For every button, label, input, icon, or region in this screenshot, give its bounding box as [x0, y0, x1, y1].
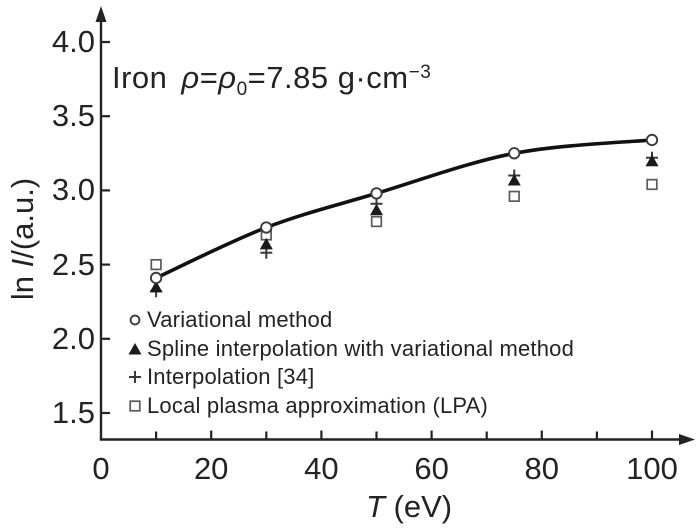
filled-triangle-glyph [128, 342, 142, 355]
fit-curve [154, 138, 654, 280]
data-point-filled-triangle [507, 174, 521, 186]
legend-row-spline: Spline interpolation with variational me… [123, 335, 574, 364]
data-point-open-circle [149, 271, 163, 285]
y-tick-label: 3.0 [51, 172, 95, 208]
y-tick-label: 4.0 [51, 24, 95, 59]
y-axis-arrow [95, 6, 107, 22]
x-axis-title: T (eV) [366, 489, 452, 525]
x-tick-label: 20 [193, 451, 229, 486]
x-tick-label: 60 [414, 451, 449, 486]
data-point-open-circle [260, 221, 273, 234]
x-tick-label: 40 [304, 451, 339, 486]
annotation-rho1: ρ [181, 60, 200, 95]
data-point-filled-triangle [370, 203, 383, 216]
x-tick-label: 80 [524, 451, 560, 486]
data-point-filled-triangle [259, 237, 273, 250]
legend-label: Spline interpolation with variational me… [147, 335, 575, 361]
annotation-exponent: −3 [408, 62, 432, 83]
data-point-open-square [646, 178, 658, 191]
y-axis-title: ln I/(a.u.) [5, 137, 45, 341]
x-tick-label: 100 [626, 451, 678, 486]
data-point-open-circle [370, 187, 383, 200]
annotation-value: =7.85 g·cm [247, 60, 409, 95]
data-point-filled-triangle [149, 280, 163, 293]
y-tick-label: 2.5 [51, 246, 95, 282]
data-point-open-square [129, 400, 141, 412]
x-axis-arrow [679, 434, 695, 445]
data-point-open-square [150, 258, 162, 271]
x-axis-title-units: (eV) [384, 489, 453, 524]
annotation-subscript: 0 [236, 79, 248, 100]
plot-annotation: Iron ρ=ρ0=7.85 g·cm−3 [112, 60, 432, 100]
y-tick-label: 1.5 [51, 395, 95, 430]
open-square-marker-icon [123, 396, 147, 416]
x-tick-label: 0 [92, 451, 110, 486]
open-circle-glyph [129, 314, 141, 326]
data-point-open-square [370, 215, 383, 228]
y-tick-label: 3.5 [51, 98, 95, 134]
legend-row-variational: Variational method [123, 306, 574, 335]
data-point-open-square [508, 190, 520, 202]
y-tick-label: 2.0 [51, 320, 95, 356]
plus-marker-icon [123, 367, 147, 387]
filled-triangle-marker-icon [123, 339, 147, 359]
annotation-rho2: ρ [218, 60, 237, 95]
open-circle-marker-icon [123, 310, 147, 330]
data-point-open-circle [645, 133, 659, 147]
legend-label: Variational method [147, 307, 333, 333]
legend-label: Interpolation [34] [147, 364, 315, 390]
data-point-filled-triangle [645, 154, 659, 167]
open-square-glyph [129, 400, 141, 412]
data-point-filled-triangle [128, 342, 142, 355]
plus-glyph [129, 371, 141, 384]
annotation-material: Iron [112, 60, 168, 95]
legend: Variational method Spline interpolation … [123, 306, 574, 420]
x-axis-title-T: T [366, 489, 385, 524]
data-point-plus [129, 371, 141, 384]
legend-label: Local plasma approximation (LPA) [147, 392, 489, 418]
data-point-open-circle [129, 314, 141, 326]
legend-row-lpa: Local plasma approximation (LPA) [123, 392, 574, 421]
annotation-eq1: = [199, 60, 219, 95]
legend-row-interpolation: Interpolation [34] [123, 363, 574, 392]
data-point-open-circle [508, 147, 521, 160]
